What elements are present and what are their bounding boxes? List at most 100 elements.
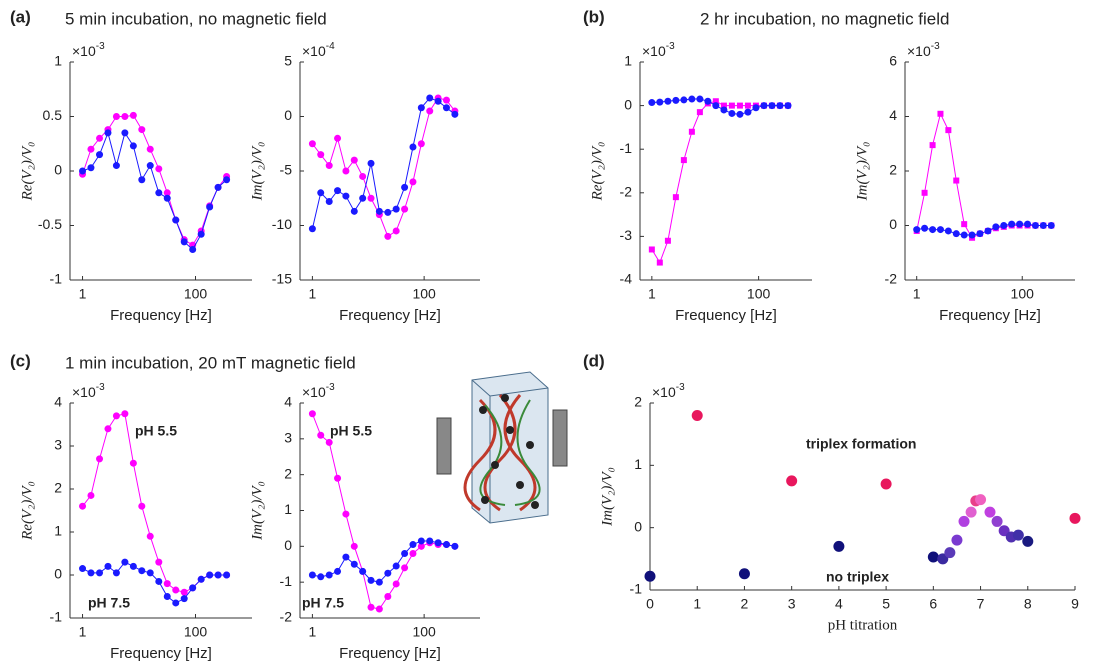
series-label: pH 7.5 xyxy=(88,595,130,611)
marker xyxy=(992,223,1000,231)
marker xyxy=(112,569,120,577)
y-axis-label: Re(V₂)/V₀ xyxy=(19,481,35,541)
y-tick-label: 0.5 xyxy=(43,107,63,123)
marker xyxy=(206,571,214,579)
point xyxy=(951,534,963,546)
x-axis-label: Frequency [Hz] xyxy=(339,645,441,662)
marker xyxy=(929,226,937,234)
marker xyxy=(223,571,231,579)
marker xyxy=(384,593,392,600)
multiplier-base: ×10 xyxy=(72,384,96,400)
marker xyxy=(451,542,459,550)
marker xyxy=(317,151,325,159)
marker xyxy=(784,102,792,110)
x-tick-label: 7 xyxy=(977,596,985,612)
marker xyxy=(96,134,104,142)
multiplier-exponent: -3 xyxy=(96,382,105,393)
y-multiplier: ×10-3 xyxy=(907,41,940,59)
marker xyxy=(334,134,342,142)
y-tick-label: 0 xyxy=(284,107,292,123)
marker xyxy=(434,97,442,105)
marker xyxy=(984,227,992,235)
y-tick-label: -1 xyxy=(50,271,63,287)
marker xyxy=(409,550,417,557)
marker xyxy=(79,565,87,573)
x-axis-label: Frequency [Hz] xyxy=(110,645,212,662)
marker xyxy=(180,238,188,246)
marker xyxy=(308,140,316,148)
marker xyxy=(367,194,375,202)
y-tick-label: -2 xyxy=(885,271,898,287)
marker xyxy=(696,95,704,103)
y-multiplier: ×10-3 xyxy=(652,382,685,400)
y-tick-label: -2 xyxy=(620,184,633,200)
x-tick-label: 8 xyxy=(1024,596,1032,612)
x-tick-label: 100 xyxy=(184,624,208,640)
marker xyxy=(146,532,154,540)
marker xyxy=(325,438,333,446)
marker xyxy=(720,102,727,109)
marker xyxy=(409,143,417,151)
marker xyxy=(146,145,154,153)
marker xyxy=(392,562,400,570)
marker xyxy=(1016,220,1024,228)
marker xyxy=(138,176,146,184)
marker xyxy=(648,99,656,107)
marker xyxy=(189,584,197,592)
panel-label: (c) xyxy=(10,351,31,370)
marker xyxy=(155,165,163,173)
y-tick-label: 2 xyxy=(54,480,62,496)
y-tick-label: 2 xyxy=(889,162,897,178)
y-tick-label: 4 xyxy=(889,107,897,123)
marker xyxy=(112,113,120,120)
marker xyxy=(163,593,171,600)
marker xyxy=(392,580,400,588)
marker xyxy=(384,208,392,216)
y-tick-label: 1 xyxy=(624,53,632,69)
series-label: pH 7.5 xyxy=(302,595,344,611)
marker xyxy=(442,541,450,549)
marker xyxy=(1031,222,1039,229)
multiplier-base: ×10 xyxy=(302,384,326,400)
marker xyxy=(308,225,316,233)
marker xyxy=(367,576,375,584)
series-line xyxy=(311,97,456,238)
x-tick-label: 100 xyxy=(184,286,208,302)
point xyxy=(937,553,949,565)
marker xyxy=(96,569,104,577)
x-tick-label: 1 xyxy=(308,286,316,302)
point xyxy=(738,568,750,580)
marker xyxy=(968,231,976,239)
y-tick-label: -1 xyxy=(630,581,643,597)
panel-title: 2 hr incubation, no magnetic field xyxy=(700,9,950,28)
x-axis-label: Frequency [Hz] xyxy=(939,307,1041,324)
marker xyxy=(342,192,350,200)
marker xyxy=(317,431,325,439)
panel-label: (d) xyxy=(583,351,605,370)
point xyxy=(1012,529,1024,541)
multiplier-base: ×10 xyxy=(907,43,931,59)
marker xyxy=(384,569,392,577)
multiplier-exponent: -3 xyxy=(676,382,685,393)
y-tick-label: 1 xyxy=(54,523,62,539)
x-axis-label: Frequency [Hz] xyxy=(339,307,441,324)
marker xyxy=(720,106,728,114)
marker xyxy=(712,102,720,110)
marker xyxy=(317,573,325,581)
marker xyxy=(325,198,333,206)
marker xyxy=(1039,222,1047,229)
series-line xyxy=(916,112,1052,239)
panel-title: 5 min incubation, no magnetic field xyxy=(65,9,327,28)
x-tick-label: 1 xyxy=(648,286,656,302)
x-tick-label: 2 xyxy=(741,596,749,612)
marker xyxy=(648,246,655,253)
y-multiplier: ×10-3 xyxy=(72,382,105,400)
marker xyxy=(121,558,129,566)
marker xyxy=(172,586,180,594)
x-tick-label: 1 xyxy=(79,624,87,640)
y-multiplier: ×10-3 xyxy=(72,41,105,59)
marker xyxy=(937,110,944,117)
marker xyxy=(736,102,743,109)
marker xyxy=(426,94,434,102)
series-line xyxy=(651,100,788,264)
